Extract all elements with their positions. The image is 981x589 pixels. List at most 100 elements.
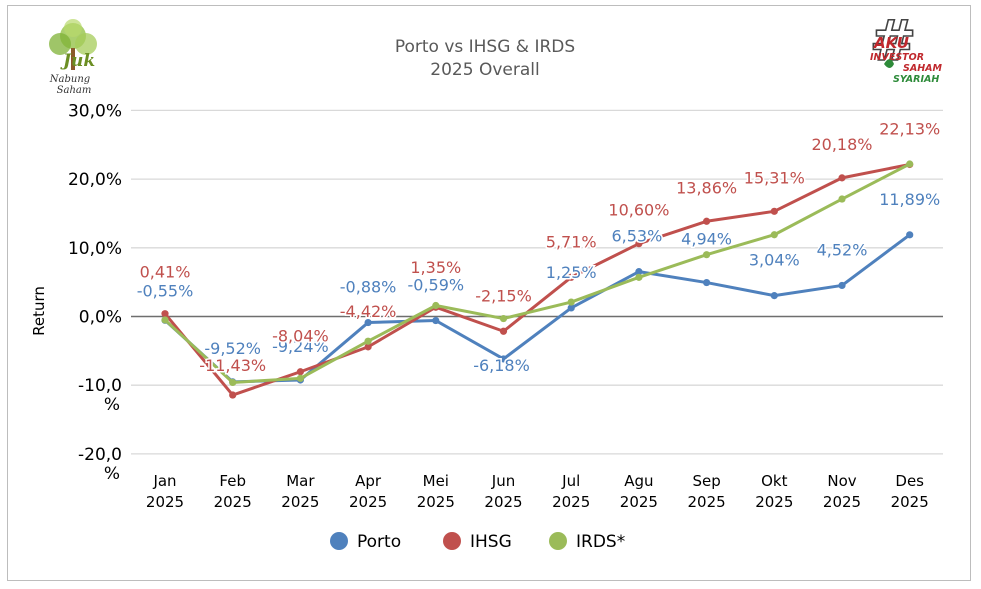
x-tick-month: Sep: [692, 472, 720, 490]
x-tick-month: Jan: [152, 472, 176, 490]
chart-title: Porto vs IHSG & IRDS: [395, 37, 575, 57]
data-label-porto: -0,55%: [137, 281, 194, 300]
logo-line2: Saham: [57, 85, 92, 96]
logo-line1: Nabung: [49, 74, 90, 85]
x-tick-year: 2025: [349, 493, 387, 511]
data-point-ihsg: [703, 217, 711, 225]
data-label-porto: 6,53%: [611, 227, 662, 246]
y-tick-label: -10,0: [78, 376, 122, 396]
data-point-ihsg: [770, 207, 778, 215]
data-label-ihsg: -4,42%: [340, 302, 397, 321]
x-tick-labels: Jan 2025 Feb 2025 Mar 2025 Apr 2025 Mei 2025 Jun 20…: [146, 472, 929, 511]
data-label-porto: -0,88%: [340, 278, 397, 297]
data-labels: -0,55% -9,52% -9,24% -0,88% -0,59% -6,18% 1,25…: [135, 118, 942, 377]
tree-trunk: [71, 48, 75, 70]
data-label-ihsg: 15,31%: [744, 168, 805, 187]
legend-marker-ihsg: [443, 532, 461, 550]
series-line-irds: [163, 162, 912, 384]
legend-label-porto: Porto: [357, 532, 401, 552]
data-label-ihsg: 1,35%: [410, 258, 461, 277]
chart-subtitle: 2025 Overall: [430, 60, 539, 80]
data-point-porto: [703, 278, 711, 287]
data-label-ihsg: 0,41%: [140, 263, 191, 282]
data-label-porto: -9,52%: [204, 339, 261, 358]
data-label-ihsg: 13,86%: [676, 178, 737, 197]
y-axis-label: Return: [30, 286, 48, 336]
data-point-ihsg: [296, 368, 304, 376]
x-tick-year: 2025: [755, 493, 793, 511]
series-lines: [161, 160, 914, 399]
data-point-irds: [838, 195, 846, 203]
data-label-ihsg: -8,04%: [272, 327, 329, 346]
x-tick-month: Agu: [624, 472, 653, 490]
data-point-ihsg: [364, 343, 372, 351]
x-tick-month: Okt: [761, 472, 787, 490]
logo-aku: AKU: [873, 34, 909, 52]
data-label-ihsg: -11,43%: [199, 356, 266, 375]
series-line-ihsg: [163, 162, 912, 397]
gridlines: [131, 109, 943, 455]
data-point-ihsg: [499, 327, 508, 335]
data-point-irds: [567, 298, 575, 306]
data-point-irds: [229, 378, 237, 387]
data-label-ihsg: 10,60%: [608, 201, 669, 220]
legend-label-ihsg: IHSG: [470, 532, 512, 552]
x-tick-year: 2025: [552, 493, 590, 511]
legend-marker-porto: [330, 532, 348, 550]
data-point-porto: [567, 304, 575, 312]
leaf-icon: [884, 59, 894, 68]
x-tick-month: Feb: [219, 472, 246, 490]
y-tick-label-unit: %: [104, 395, 120, 415]
data-point-irds: [499, 314, 508, 323]
y-tick-label: 20,0%: [68, 170, 122, 190]
data-label-porto: 11,89%: [879, 190, 940, 209]
logo-saham: SAHAM: [903, 63, 942, 74]
logo-mark: Juk: [60, 51, 95, 71]
x-tick-month: Des: [895, 472, 924, 490]
data-label-ihsg: -2,15%: [475, 286, 532, 305]
data-point-porto: [499, 355, 508, 363]
legend-label-irds: IRDS*: [576, 532, 625, 552]
x-tick-month: Mei: [423, 472, 449, 490]
data-point-porto: [838, 281, 846, 290]
data-label-porto: 3,04%: [749, 251, 800, 270]
y-tick-label: -20,0: [78, 445, 122, 465]
data-point-porto: [432, 316, 440, 325]
data-point-porto: [906, 231, 914, 239]
x-tick-year: 2025: [417, 493, 455, 511]
x-tick-month: Nov: [827, 472, 856, 490]
aku-investor-saham-syariah-logo: # AKU INVESTOR SAHAM SYARIAH: [869, 8, 943, 85]
data-point-irds: [161, 316, 169, 324]
chart-frame: [7, 5, 971, 581]
data-label-porto: -0,59%: [407, 276, 464, 295]
y-tick-label: 10,0%: [68, 239, 122, 259]
y-tick-label: 30,0%: [68, 101, 122, 121]
data-point-ihsg: [838, 174, 846, 182]
data-label-porto: -9,24%: [272, 337, 329, 356]
x-tick-month: Mar: [286, 472, 315, 490]
x-tick-year: 2025: [281, 493, 319, 511]
data-label-porto: 1,25%: [546, 263, 597, 282]
x-tick-month: Apr: [355, 472, 382, 490]
x-tick-year: 2025: [688, 493, 726, 511]
tree-canopy: [75, 33, 97, 55]
data-point-irds: [703, 251, 711, 259]
x-tick-year: 2025: [214, 493, 252, 511]
data-point-ihsg: [567, 273, 575, 281]
data-label-ihsg: 5,71%: [546, 232, 597, 251]
data-label-ihsg: 20,18%: [811, 135, 872, 154]
x-tick-month: Jul: [561, 472, 580, 490]
y-tick-label: 0,0%: [79, 308, 122, 328]
data-point-ihsg: [635, 240, 643, 248]
data-point-porto: [770, 292, 778, 300]
tree-canopy: [64, 19, 82, 37]
logo-syariah: SYARIAH: [893, 74, 939, 85]
data-point-ihsg: [229, 391, 237, 399]
nabung-saham-logo: Juk Nabung Saham: [49, 19, 97, 96]
legend: Porto IHSG IRDS*: [330, 532, 625, 552]
data-point-irds: [635, 273, 643, 281]
x-tick-year: 2025: [823, 493, 861, 511]
y-tick-label-unit: %: [104, 464, 120, 484]
tree-canopy: [49, 33, 71, 55]
